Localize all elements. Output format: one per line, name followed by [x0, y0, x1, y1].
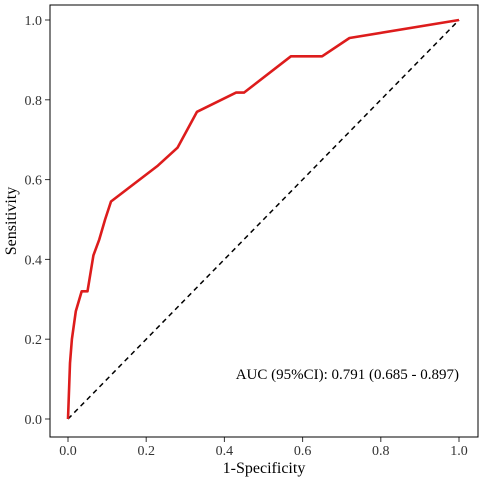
x-tick-label: 0.8	[372, 444, 390, 459]
x-tick-label: 0.0	[59, 444, 77, 459]
x-tick-label: 0.2	[137, 444, 155, 459]
x-tick-label: 0.4	[216, 444, 234, 459]
y-axis-title: Sensitivity	[3, 187, 20, 255]
reference-diagonal-line	[67, 19, 460, 420]
y-tick-label: 0.4	[25, 253, 43, 268]
x-tick-label: 1.0	[450, 444, 468, 459]
y-tick-label: 0.2	[25, 333, 43, 348]
y-tick-label: 0.6	[25, 174, 43, 189]
y-axis-ticks: 0.0 0.2 0.4 0.6 0.8 1.0	[25, 14, 50, 428]
x-axis-ticks: 0.0 0.2 0.4 0.6 0.8 1.0	[59, 437, 468, 459]
roc-curve-line	[66, 18, 460, 420]
y-tick-label: 0.0	[25, 413, 43, 428]
x-tick-label: 0.6	[294, 444, 312, 459]
auc-annotation: AUC (95%CI): 0.791 (0.685 - 0.897)	[236, 367, 459, 383]
y-tick-label: 1.0	[25, 14, 43, 29]
y-tick-label: 0.8	[25, 94, 43, 109]
plot-panel-border	[49, 4, 479, 438]
x-axis-title: 1-Specificity	[223, 460, 306, 477]
